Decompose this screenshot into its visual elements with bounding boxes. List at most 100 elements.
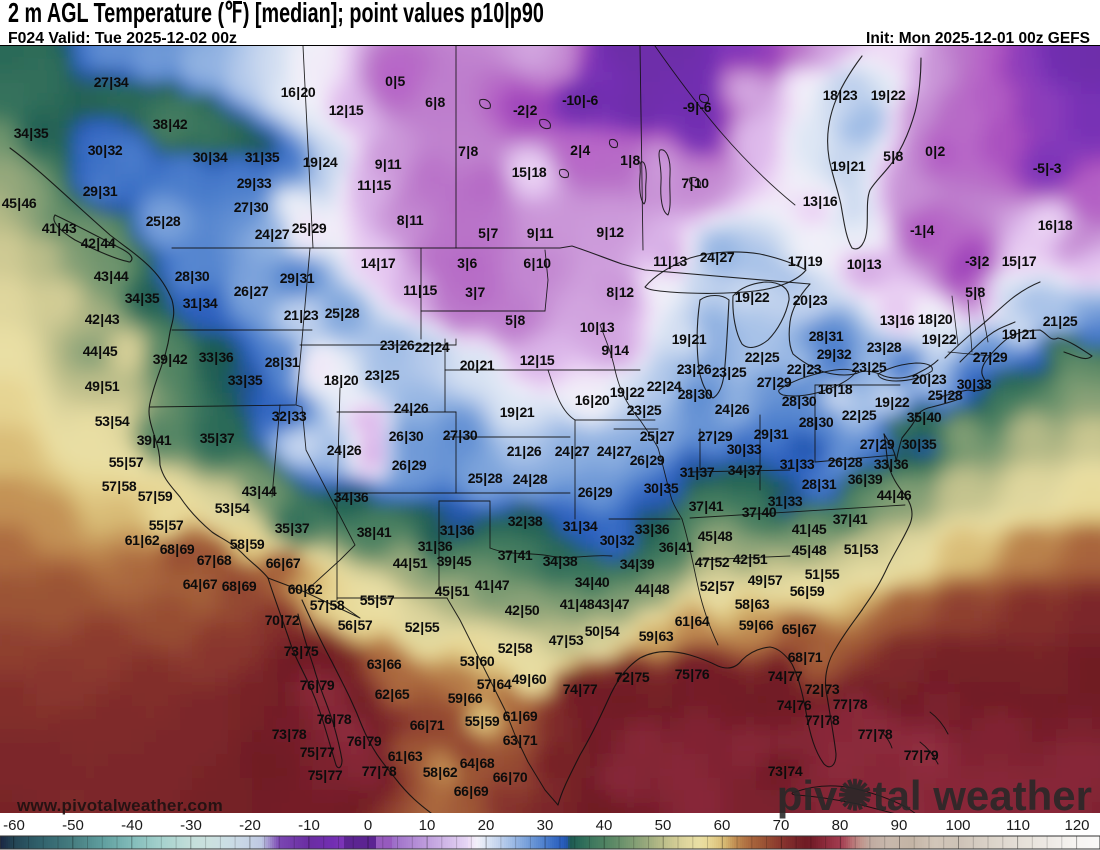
svg-text:31 | 34: 31 | 34 xyxy=(183,295,218,311)
svg-text:11 | 15: 11 | 15 xyxy=(403,282,437,298)
svg-text:35 | 37: 35 | 37 xyxy=(275,520,310,536)
svg-text:31 | 34: 31 | 34 xyxy=(563,518,598,534)
svg-text:77 | 78: 77 | 78 xyxy=(833,696,868,712)
svg-text:-5 | -3: -5 | -3 xyxy=(1033,160,1062,176)
svg-text:43 | 47: 43 | 47 xyxy=(595,596,630,612)
svg-text:68 | 71: 68 | 71 xyxy=(788,649,823,665)
svg-text:28 | 30: 28 | 30 xyxy=(175,268,210,284)
svg-text:31 | 36: 31 | 36 xyxy=(440,522,475,538)
svg-text:76 | 78: 76 | 78 xyxy=(317,711,352,727)
svg-text:23 | 25: 23 | 25 xyxy=(627,402,662,418)
svg-text:34 | 35: 34 | 35 xyxy=(14,125,49,141)
svg-text:27 | 29: 27 | 29 xyxy=(698,428,733,444)
svg-text:66 | 71: 66 | 71 xyxy=(410,717,445,733)
svg-text:16 | 18: 16 | 18 xyxy=(1038,217,1073,233)
svg-text:38 | 41: 38 | 41 xyxy=(357,524,392,540)
svg-text:23 | 26: 23 | 26 xyxy=(380,337,415,353)
svg-text:70 | 72: 70 | 72 xyxy=(265,612,300,628)
svg-text:30 | 33: 30 | 33 xyxy=(957,376,992,392)
svg-text:3 | 6: 3 | 6 xyxy=(457,255,477,271)
svg-text:77 | 78: 77 | 78 xyxy=(858,726,893,742)
svg-text:37 | 41: 37 | 41 xyxy=(498,547,533,563)
svg-text:22 | 25: 22 | 25 xyxy=(745,349,780,365)
svg-text:27 | 34: 27 | 34 xyxy=(94,74,129,90)
svg-text:24 | 27: 24 | 27 xyxy=(555,443,590,459)
svg-text:41 | 48: 41 | 48 xyxy=(560,596,595,612)
svg-text:75 | 77: 75 | 77 xyxy=(308,767,343,783)
svg-text:27 | 30: 27 | 30 xyxy=(234,199,269,215)
svg-text:29 | 31: 29 | 31 xyxy=(280,270,315,286)
svg-text:73 | 78: 73 | 78 xyxy=(272,726,307,742)
svg-text:16 | 20: 16 | 20 xyxy=(575,392,610,408)
svg-text:63 | 71: 63 | 71 xyxy=(503,732,538,748)
svg-text:13 | 16: 13 | 16 xyxy=(880,312,915,328)
svg-text:42 | 50: 42 | 50 xyxy=(505,602,540,618)
svg-text:61 | 62: 61 | 62 xyxy=(125,532,160,548)
svg-text:61 | 63: 61 | 63 xyxy=(388,748,423,764)
svg-text:0: 0 xyxy=(364,817,372,834)
svg-text:5 | 8: 5 | 8 xyxy=(883,148,903,164)
svg-text:41 | 47: 41 | 47 xyxy=(475,577,510,593)
svg-text:24 | 27: 24 | 27 xyxy=(597,443,632,459)
svg-text:-60: -60 xyxy=(3,817,25,834)
svg-text:51 | 55: 51 | 55 xyxy=(805,566,840,582)
svg-text:18 | 20: 18 | 20 xyxy=(918,311,953,327)
svg-text:58 | 59: 58 | 59 xyxy=(230,536,265,552)
svg-text:25 | 28: 25 | 28 xyxy=(325,305,360,321)
svg-text:28 | 31: 28 | 31 xyxy=(265,354,300,370)
svg-text:47 | 52: 47 | 52 xyxy=(695,554,730,570)
svg-text:24 | 26: 24 | 26 xyxy=(327,442,362,458)
svg-text:29 | 31: 29 | 31 xyxy=(83,183,118,199)
svg-text:19 | 22: 19 | 22 xyxy=(875,394,910,410)
svg-text:34 | 36: 34 | 36 xyxy=(334,489,369,505)
svg-text:56 | 57: 56 | 57 xyxy=(338,617,373,633)
svg-text:31 | 33: 31 | 33 xyxy=(768,493,803,509)
svg-text:34 | 37: 34 | 37 xyxy=(728,462,763,478)
svg-text:22 | 23: 22 | 23 xyxy=(787,361,822,377)
svg-text:9 | 11: 9 | 11 xyxy=(375,156,402,172)
svg-text:20: 20 xyxy=(478,817,495,834)
svg-text:22 | 24: 22 | 24 xyxy=(647,378,682,394)
svg-text:17 | 19: 17 | 19 xyxy=(788,253,823,269)
svg-text:22 | 24: 22 | 24 xyxy=(415,339,450,355)
svg-text:61 | 69: 61 | 69 xyxy=(503,708,538,724)
svg-text:16 | 20: 16 | 20 xyxy=(281,84,316,100)
svg-text:23 | 25: 23 | 25 xyxy=(712,364,747,380)
svg-text:43 | 44: 43 | 44 xyxy=(94,268,129,284)
svg-text:30: 30 xyxy=(537,817,554,834)
svg-text:74 | 77: 74 | 77 xyxy=(563,681,598,697)
svg-text:9 | 14: 9 | 14 xyxy=(601,342,629,358)
svg-text:18 | 20: 18 | 20 xyxy=(324,372,359,388)
svg-text:19 | 21: 19 | 21 xyxy=(500,404,535,420)
svg-text:13 | 16: 13 | 16 xyxy=(803,193,838,209)
svg-text:42 | 43: 42 | 43 xyxy=(85,311,120,327)
svg-text:70: 70 xyxy=(773,817,790,834)
svg-text:23 | 26: 23 | 26 xyxy=(677,361,712,377)
svg-text:55 | 59: 55 | 59 xyxy=(465,713,500,729)
svg-text:56 | 59: 56 | 59 xyxy=(790,583,825,599)
svg-text:28 | 31: 28 | 31 xyxy=(802,476,837,492)
svg-text:36 | 39: 36 | 39 xyxy=(848,471,883,487)
svg-text:2 | 4: 2 | 4 xyxy=(570,142,590,158)
svg-text:33 | 36: 33 | 36 xyxy=(635,521,670,537)
svg-text:27 | 29: 27 | 29 xyxy=(757,374,792,390)
svg-text:76 | 79: 76 | 79 xyxy=(300,677,335,693)
svg-text:8 | 12: 8 | 12 xyxy=(606,284,634,300)
svg-text:39 | 41: 39 | 41 xyxy=(137,432,172,448)
svg-text:0 | 5: 0 | 5 xyxy=(385,73,405,89)
svg-text:26 | 28: 26 | 28 xyxy=(828,454,863,470)
svg-text:19 | 22: 19 | 22 xyxy=(735,289,770,305)
svg-text:30 | 32: 30 | 32 xyxy=(88,142,123,158)
svg-text:0 | 2: 0 | 2 xyxy=(925,143,945,159)
svg-text:3 | 7: 3 | 7 xyxy=(465,284,485,300)
svg-text:53 | 54: 53 | 54 xyxy=(215,500,250,516)
svg-text:31 | 33: 31 | 33 xyxy=(780,456,815,472)
svg-text:60 | 62: 60 | 62 xyxy=(288,581,323,597)
svg-text:35 | 40: 35 | 40 xyxy=(907,409,942,425)
svg-text:25 | 28: 25 | 28 xyxy=(928,387,963,403)
svg-text:7 | 10: 7 | 10 xyxy=(681,175,709,191)
svg-text:62 | 65: 62 | 65 xyxy=(375,686,410,702)
svg-text:21 | 23: 21 | 23 xyxy=(284,307,319,323)
svg-text:74 | 77: 74 | 77 xyxy=(768,668,803,684)
svg-text:67 | 68: 67 | 68 xyxy=(197,552,232,568)
